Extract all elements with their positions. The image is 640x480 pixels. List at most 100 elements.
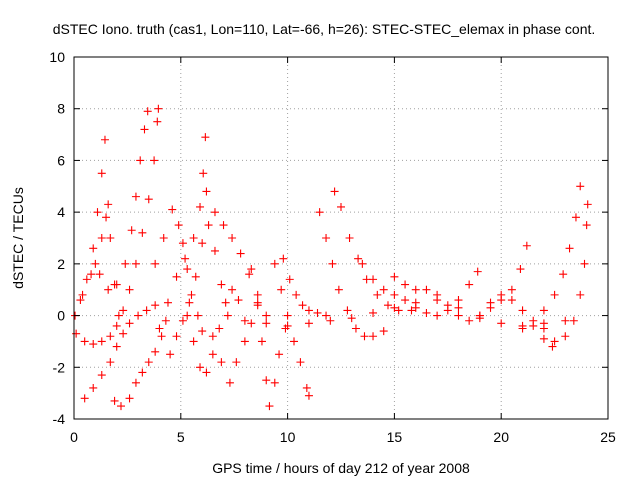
data-point (550, 290, 559, 299)
data-point (95, 270, 104, 279)
data-point (394, 306, 403, 315)
data-point (76, 296, 85, 305)
data-point (87, 270, 96, 279)
data-point (119, 306, 128, 315)
data-point (201, 133, 210, 142)
data-point (304, 391, 313, 400)
data-point (217, 280, 226, 289)
y-tick-label: 10 (49, 49, 65, 65)
data-point (106, 358, 115, 367)
data-point (247, 265, 256, 274)
data-point (240, 337, 249, 346)
data-point (354, 254, 363, 263)
x-tick-label: 15 (387, 429, 403, 445)
data-point (219, 221, 228, 230)
data-point (383, 301, 392, 310)
data-point (539, 334, 548, 343)
data-point (78, 290, 87, 299)
data-point (390, 290, 399, 299)
data-point (313, 308, 322, 317)
data-point (576, 182, 585, 191)
data-point (550, 337, 559, 346)
data-point (277, 285, 286, 294)
data-point (125, 285, 134, 294)
data-point (401, 280, 410, 289)
data-point (208, 332, 217, 341)
data-point (196, 202, 205, 211)
data-point (347, 314, 356, 323)
x-tick-label: 20 (493, 429, 509, 445)
data-point (228, 234, 237, 242)
data-point (121, 259, 130, 268)
data-point (283, 311, 292, 320)
data-point (127, 226, 136, 235)
data-point (322, 311, 331, 320)
data-point (144, 358, 153, 367)
data-point (565, 244, 574, 253)
data-point (114, 311, 123, 320)
x-tick-label: 0 (70, 429, 78, 445)
data-point (369, 275, 378, 284)
data-point (102, 213, 111, 222)
data-point (89, 383, 98, 392)
data-point (561, 316, 570, 325)
data-point (215, 324, 224, 333)
data-point (97, 337, 106, 346)
data-point (196, 363, 205, 372)
x-tick-label: 5 (177, 429, 185, 445)
data-point (473, 267, 482, 276)
data-point (411, 285, 420, 294)
y-tick-label: 2 (57, 256, 65, 272)
data-point (583, 200, 592, 209)
axis-ticks (73, 56, 609, 420)
data-point (178, 239, 187, 248)
data-point (191, 272, 200, 281)
data-point (168, 205, 177, 214)
data-point (136, 156, 145, 165)
data-point (561, 332, 570, 341)
data-point (262, 311, 271, 320)
data-point (569, 316, 578, 325)
data-point (507, 296, 516, 305)
data-point (163, 298, 172, 307)
data-point (465, 316, 474, 325)
data-point (155, 324, 164, 333)
data-point (119, 329, 128, 338)
data-point (228, 285, 237, 294)
data-point (285, 275, 294, 284)
data-point (210, 208, 219, 217)
data-point (97, 371, 106, 380)
data-point (265, 402, 274, 411)
data-point (253, 290, 262, 299)
data-point (279, 254, 288, 263)
data-point (369, 308, 378, 317)
data-point (465, 280, 474, 289)
data-point (292, 290, 301, 299)
data-point (539, 306, 548, 315)
data-point (134, 311, 143, 320)
data-point (93, 208, 102, 217)
data-point (529, 316, 538, 325)
data-point (304, 306, 313, 315)
data-point (112, 342, 121, 351)
data-point (262, 376, 271, 385)
data-point (157, 332, 166, 341)
data-point (345, 234, 354, 242)
data-point (411, 303, 420, 312)
data-point (247, 319, 256, 328)
data-point (181, 254, 190, 263)
data-point (159, 234, 168, 242)
data-point (210, 246, 219, 255)
y-axis-label: dSTEC / TECUs (10, 187, 26, 289)
data-point (373, 290, 382, 299)
data-point (580, 259, 589, 268)
data-point (379, 327, 388, 336)
data-point (401, 296, 410, 305)
data-point (150, 156, 159, 165)
data-point (198, 239, 207, 248)
data-point (270, 378, 279, 387)
data-point (172, 332, 181, 341)
data-point (337, 202, 345, 211)
data-point (89, 340, 98, 349)
data-point (116, 402, 125, 411)
